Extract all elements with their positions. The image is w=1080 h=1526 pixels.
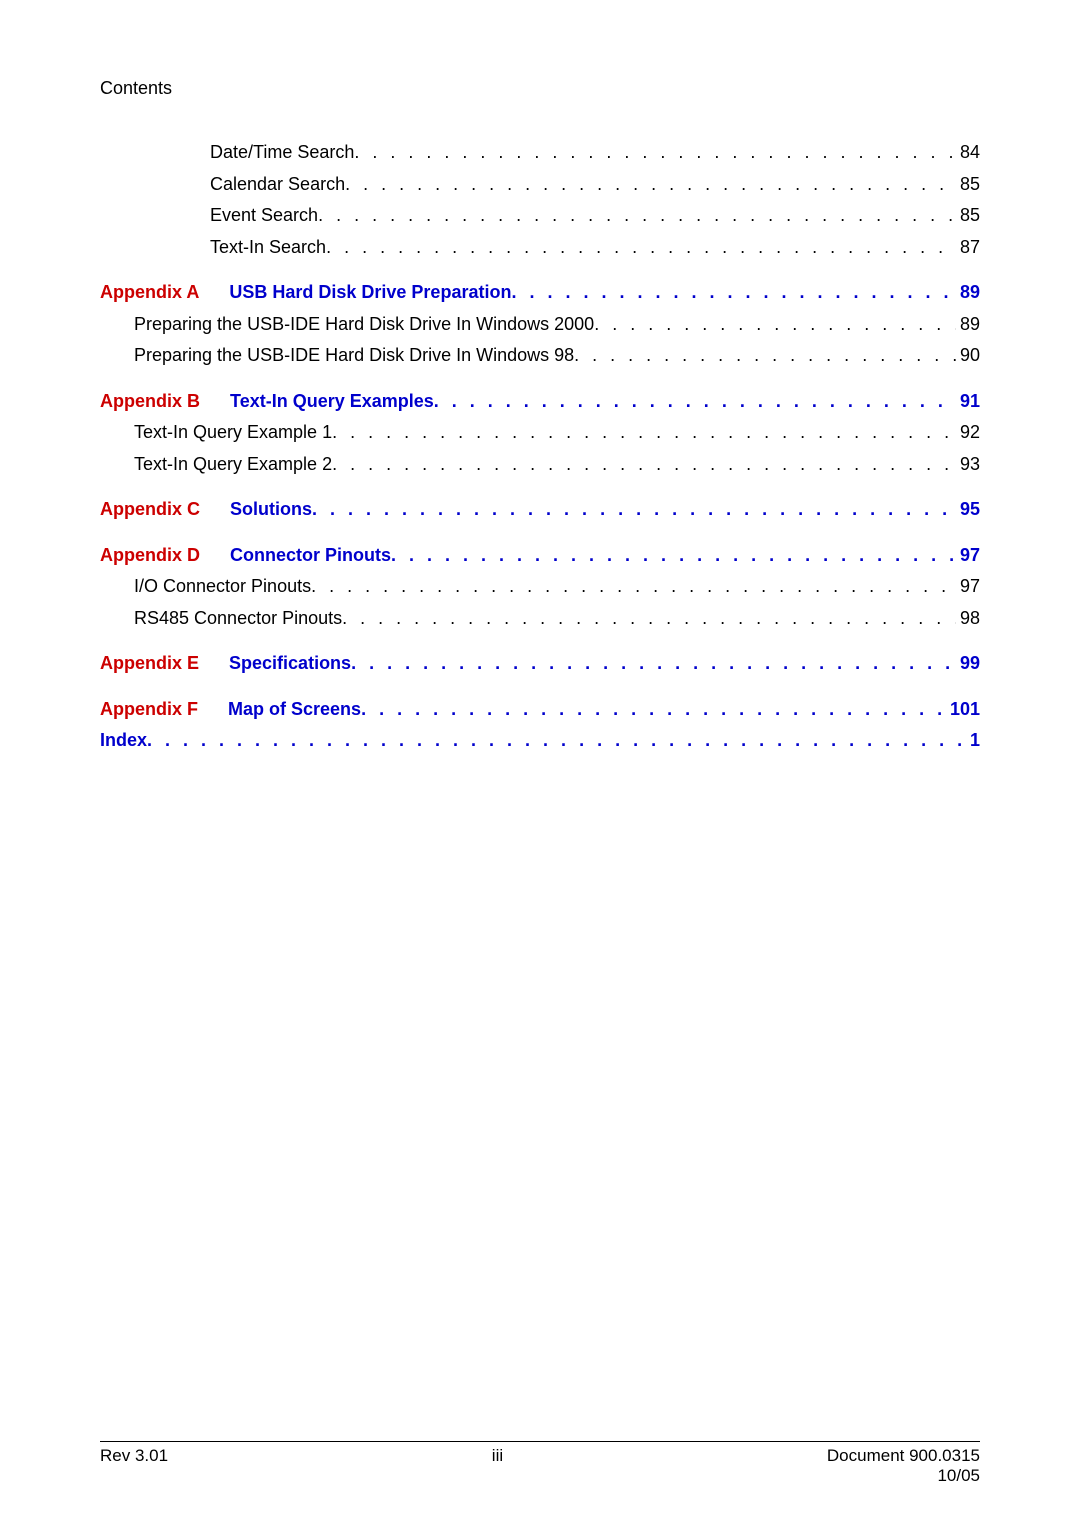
- appendix-heading: Appendix B Text-In Query Examples: [100, 386, 434, 418]
- toc-label: Calendar Search: [210, 169, 345, 201]
- toc-page: 97: [956, 571, 980, 603]
- appendix-title: Connector Pinouts: [230, 545, 391, 565]
- appendix-heading: Appendix F Map of Screens: [100, 694, 361, 726]
- toc-label: Event Search: [210, 200, 318, 232]
- toc-label: Preparing the USB-IDE Hard Disk Drive In…: [134, 340, 574, 372]
- toc-page: 84: [956, 137, 980, 169]
- toc-leader: [594, 309, 956, 341]
- spacer: [100, 526, 980, 540]
- appendix-title: Solutions: [230, 499, 312, 519]
- toc-entry: Text-In Query Example 2 93: [100, 449, 980, 481]
- page-footer: Rev 3.01 iii Document 900.0315 10/05: [100, 1446, 980, 1486]
- toc-label: RS485 Connector Pinouts: [134, 603, 342, 635]
- spacer: [100, 680, 980, 694]
- toc-leader: [342, 603, 956, 635]
- spacer: [100, 263, 980, 277]
- toc-appendix-c: Appendix C Solutions 95: [100, 494, 980, 526]
- toc-page: 87: [956, 232, 980, 264]
- appendix-prefix: Appendix C: [100, 499, 200, 519]
- page: Contents Date/Time Search 84 Calendar Se…: [0, 0, 1080, 1526]
- toc-leader: [434, 386, 956, 418]
- toc-page: 85: [956, 169, 980, 201]
- toc-page: 101: [946, 694, 980, 726]
- toc-page: 85: [956, 200, 980, 232]
- footer-rule: [100, 1441, 980, 1442]
- toc-page: 1: [966, 725, 980, 757]
- index-label: Index: [100, 725, 147, 757]
- spacer: [100, 634, 980, 648]
- appendix-heading: Appendix D Connector Pinouts: [100, 540, 391, 572]
- footer-doc-number: Document 900.0315: [827, 1446, 980, 1465]
- toc-label: Text-In Query Example 1: [134, 417, 332, 449]
- toc-entry: RS485 Connector Pinouts 98: [100, 603, 980, 635]
- toc-entry: Calendar Search 85: [100, 169, 980, 201]
- spacer: [100, 372, 980, 386]
- appendix-prefix: Appendix A: [100, 282, 199, 302]
- toc-label: Text-In Search: [210, 232, 326, 264]
- appendix-prefix: Appendix D: [100, 545, 200, 565]
- toc-page: 89: [956, 277, 980, 309]
- toc-index: Index 1: [100, 725, 980, 757]
- toc-leader: [332, 449, 956, 481]
- toc-page: 95: [956, 494, 980, 526]
- toc-appendix-e: Appendix E Specifications 99: [100, 648, 980, 680]
- toc-page: 90: [956, 340, 980, 372]
- toc-leader: [312, 494, 956, 526]
- toc-entry: Preparing the USB-IDE Hard Disk Drive In…: [100, 309, 980, 341]
- appendix-title: Text-In Query Examples: [230, 391, 434, 411]
- toc-appendix-a: Appendix A USB Hard Disk Drive Preparati…: [100, 277, 980, 309]
- footer-page-number: iii: [492, 1446, 503, 1486]
- toc-leader: [318, 200, 956, 232]
- spacer: [100, 480, 980, 494]
- toc-page: 92: [956, 417, 980, 449]
- toc-leader: [332, 417, 956, 449]
- appendix-title: USB Hard Disk Drive Preparation: [229, 282, 511, 302]
- footer-rev: Rev 3.01: [100, 1446, 168, 1486]
- toc-page: 98: [956, 603, 980, 635]
- toc-page: 99: [956, 648, 980, 680]
- toc-entry: Text-In Search 87: [100, 232, 980, 264]
- toc-page: 93: [956, 449, 980, 481]
- toc-page: 97: [956, 540, 980, 572]
- toc-leader: [351, 648, 956, 680]
- toc-appendix-f: Appendix F Map of Screens 101: [100, 694, 980, 726]
- footer-doc-info: Document 900.0315 10/05: [827, 1446, 980, 1486]
- toc-label: I/O Connector Pinouts: [134, 571, 311, 603]
- table-of-contents: Date/Time Search 84 Calendar Search 85 E…: [100, 137, 980, 757]
- toc-label: Preparing the USB-IDE Hard Disk Drive In…: [134, 309, 594, 341]
- toc-leader: [354, 137, 956, 169]
- toc-label: Text-In Query Example 2: [134, 449, 332, 481]
- toc-leader: [361, 694, 946, 726]
- toc-label: Date/Time Search: [210, 137, 354, 169]
- toc-page: 89: [956, 309, 980, 341]
- toc-entry: Text-In Query Example 1 92: [100, 417, 980, 449]
- appendix-heading: Appendix E Specifications: [100, 648, 351, 680]
- toc-appendix-d: Appendix D Connector Pinouts 97: [100, 540, 980, 572]
- appendix-heading: Appendix A USB Hard Disk Drive Preparati…: [100, 277, 511, 309]
- toc-entry: I/O Connector Pinouts 97: [100, 571, 980, 603]
- footer-date: 10/05: [937, 1466, 980, 1485]
- appendix-heading: Appendix C Solutions: [100, 494, 312, 526]
- toc-page: 91: [956, 386, 980, 418]
- toc-leader: [147, 725, 966, 757]
- appendix-prefix: Appendix F: [100, 699, 198, 719]
- toc-leader: [574, 340, 956, 372]
- toc-leader: [511, 277, 956, 309]
- toc-appendix-b: Appendix B Text-In Query Examples 91: [100, 386, 980, 418]
- page-header: Contents: [100, 78, 980, 99]
- appendix-title: Map of Screens: [228, 699, 361, 719]
- toc-leader: [345, 169, 956, 201]
- toc-leader: [326, 232, 956, 264]
- appendix-title: Specifications: [229, 653, 351, 673]
- appendix-prefix: Appendix B: [100, 391, 200, 411]
- appendix-prefix: Appendix E: [100, 653, 199, 673]
- toc-entry: Preparing the USB-IDE Hard Disk Drive In…: [100, 340, 980, 372]
- toc-leader: [311, 571, 956, 603]
- toc-leader: [391, 540, 956, 572]
- toc-entry: Date/Time Search 84: [100, 137, 980, 169]
- toc-entry: Event Search 85: [100, 200, 980, 232]
